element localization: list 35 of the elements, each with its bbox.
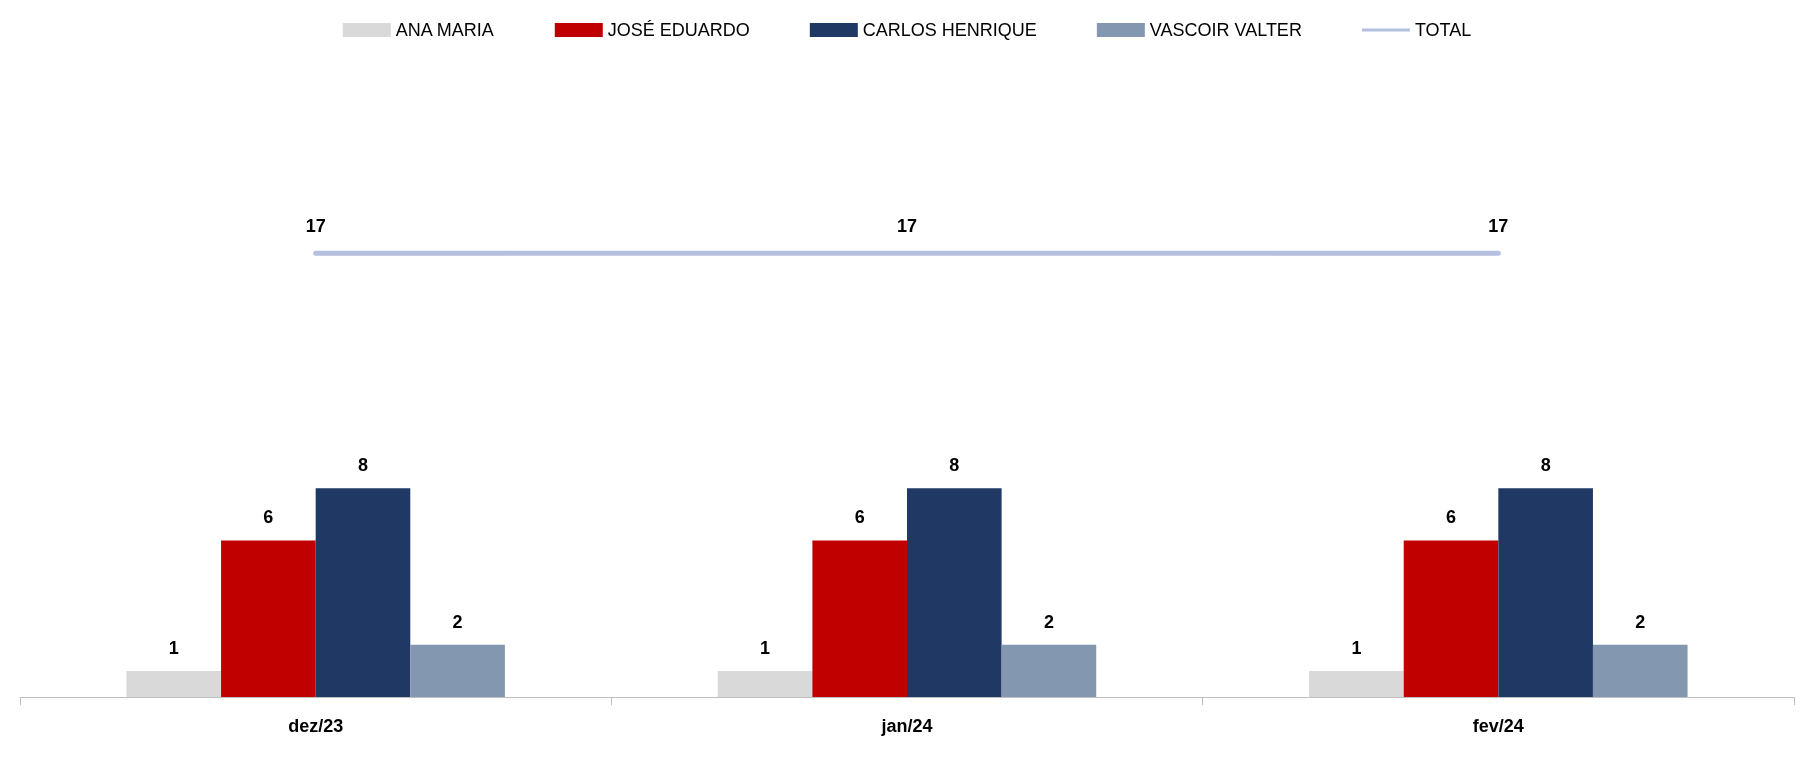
data-label: 1 <box>168 637 179 658</box>
legend-label: CARLOS HENRIQUE <box>862 20 1037 40</box>
x-tick-label: fev/24 <box>1472 716 1524 736</box>
x-tick-label: jan/24 <box>880 716 933 736</box>
bar <box>1498 488 1593 697</box>
data-label: 2 <box>1635 611 1646 632</box>
data-label: 8 <box>1540 455 1551 476</box>
bar <box>221 540 316 697</box>
bar <box>126 670 222 697</box>
legend-label: JOSÉ EDUARDO <box>607 20 750 40</box>
data-label: 1 <box>1351 637 1362 658</box>
data-label: 8 <box>357 455 368 476</box>
data-label: 17 <box>305 216 326 237</box>
bar <box>812 540 907 697</box>
bar <box>1403 540 1499 697</box>
bar <box>717 670 813 697</box>
data-label: 1 <box>760 637 771 658</box>
data-label: 17 <box>1488 216 1509 237</box>
legend-label: TOTAL <box>1414 20 1472 40</box>
x-tick-label: dez/23 <box>288 716 344 736</box>
bar <box>1592 644 1688 697</box>
bar <box>907 488 1002 697</box>
legend-label: VASCOIR VALTER <box>1149 20 1302 40</box>
data-label: 8 <box>949 455 960 476</box>
bar <box>410 644 505 697</box>
bar <box>1309 670 1404 697</box>
data-label: 2 <box>452 611 463 632</box>
data-label: 6 <box>1446 507 1457 528</box>
bar <box>1001 644 1097 697</box>
data-label: 6 <box>854 507 865 528</box>
legend-label: ANA MARIA <box>395 20 494 40</box>
data-label: 6 <box>263 507 274 528</box>
data-label: 2 <box>1043 611 1054 632</box>
bar <box>315 488 411 697</box>
data-label: 17 <box>896 216 918 237</box>
